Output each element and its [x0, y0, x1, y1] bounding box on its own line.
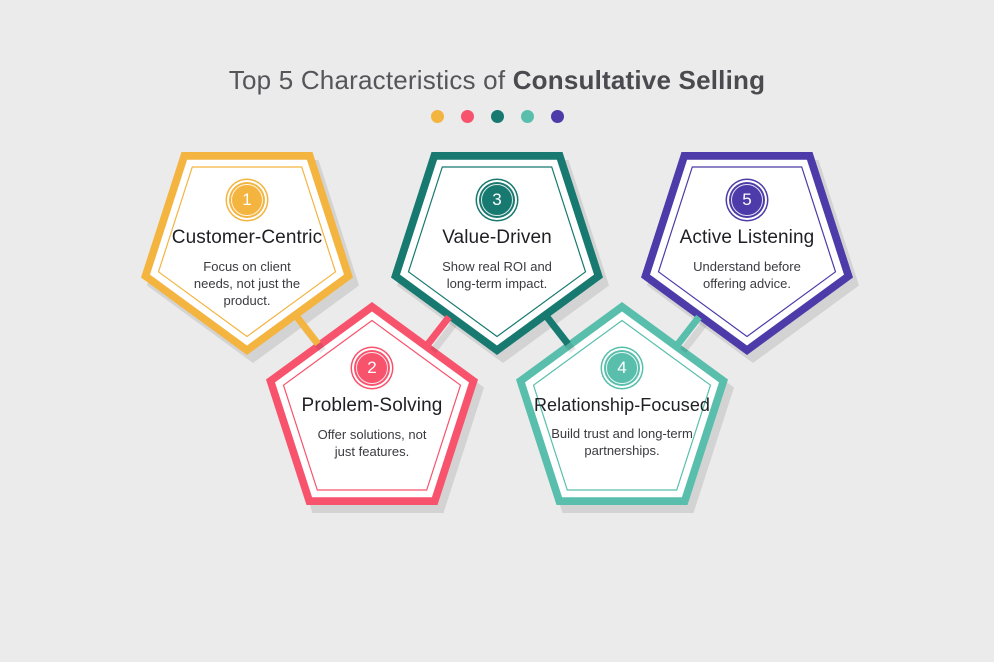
card-5-description: Understand before offering advice. [693, 259, 801, 291]
card-3-content: 3 Value-Driven Show real ROI and long-te… [391, 152, 603, 355]
card-1-number: 1 [242, 190, 252, 209]
card-4-content: 4 Relationship-Focused Build trust and l… [516, 302, 728, 505]
pentagon-shape-3 [391, 152, 603, 355]
pentagon-shape-1 [141, 152, 353, 355]
legend-dot-5 [550, 110, 564, 123]
card-4-description: Build trust and long-term partnerships. [551, 426, 693, 458]
card-4-number-badge: 4 [604, 350, 640, 386]
card-2-title: Problem-Solving [301, 395, 443, 416]
card-1-title: Customer-Centric [171, 227, 323, 248]
card-5-title: Active Listening [679, 227, 815, 248]
legend-dot-2 [460, 110, 474, 123]
page-title: Top 5 Characteristics of Consultative Se… [0, 64, 994, 96]
card-4-title: Relationship-Focused [533, 395, 711, 415]
card-3-number: 3 [492, 190, 502, 209]
pentagon-card-5: 5 Active Listening Understand before off… [641, 152, 853, 355]
color-legend-dots [0, 110, 994, 123]
card-3-number-badge: 3 [479, 182, 515, 218]
card-5-content: 5 Active Listening Understand before off… [641, 152, 853, 355]
pentagon-card-1: 1 Customer-Centric Focus on client needs… [141, 152, 353, 355]
legend-dot-4 [520, 110, 534, 123]
page-title-bold: Consultative Selling [512, 65, 766, 95]
card-5-number: 5 [742, 190, 752, 209]
card-2-description: Offer solutions, not just features. [317, 427, 427, 459]
card-3-description: Show real ROI and long-term impact. [442, 259, 552, 291]
card-5-number-badge: 5 [729, 182, 765, 218]
card-1-number-badge: 1 [229, 182, 265, 218]
card-2-number: 2 [367, 358, 377, 377]
card-3-title: Value-Driven [442, 227, 552, 248]
legend-dot-1 [430, 110, 444, 123]
card-4-number: 4 [617, 358, 627, 377]
pentagon-shape-4 [516, 302, 728, 505]
pentagon-card-3: 3 Value-Driven Show real ROI and long-te… [391, 152, 603, 355]
card-2-content: 2 Problem-Solving Offer solutions, not j… [266, 302, 478, 505]
card-1-content: 1 Customer-Centric Focus on client needs… [141, 152, 353, 355]
legend-dot-3 [490, 110, 504, 123]
card-1-description: Focus on client needs, not just the prod… [193, 259, 301, 308]
page-header: Top 5 Characteristics of Consultative Se… [0, 64, 994, 96]
pentagon-card-4: 4 Relationship-Focused Build trust and l… [516, 302, 728, 505]
page-title-regular: Top 5 Characteristics of [228, 65, 513, 95]
pentagon-card-2: 2 Problem-Solving Offer solutions, not j… [266, 302, 478, 505]
card-2-number-badge: 2 [354, 350, 390, 386]
pentagon-shape-5 [641, 152, 853, 355]
pentagon-shape-2 [266, 302, 478, 505]
